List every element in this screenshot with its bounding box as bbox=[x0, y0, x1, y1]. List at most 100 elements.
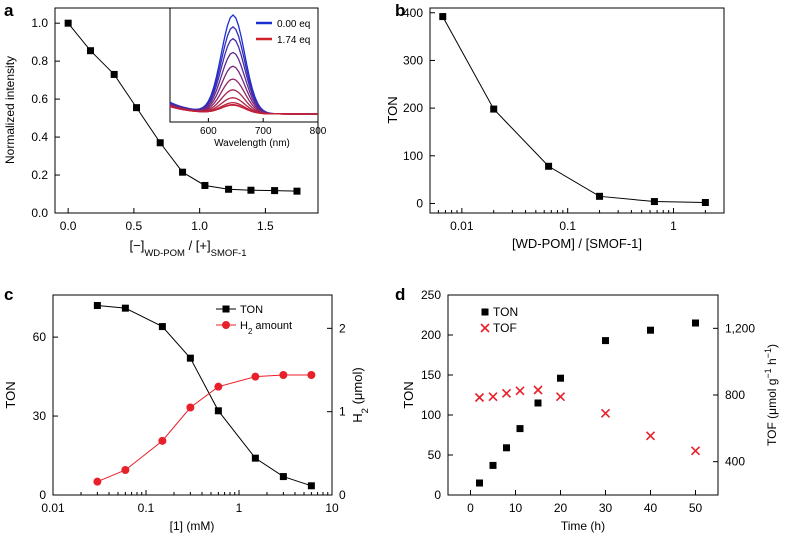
panel-d-data-point bbox=[692, 319, 699, 327]
panel-b-x-tick-label: 0.01 bbox=[450, 219, 474, 233]
panel-c-y-axis-label: TON bbox=[3, 381, 18, 408]
panel-a-data-point bbox=[271, 187, 279, 195]
panel-c-x-tick-label: 0.01 bbox=[41, 501, 65, 515]
inset-legend-label: 1.74 eq bbox=[277, 35, 310, 46]
panel-a-data-point bbox=[247, 186, 255, 194]
panel-d-y-tick-label: 150 bbox=[421, 368, 441, 382]
panel-d-data-point bbox=[516, 425, 524, 433]
panel-c-legend-label: H2 amount bbox=[240, 320, 292, 336]
panel-d-data-point-stroke bbox=[501, 388, 512, 398]
panel-b-x-tick-label: 0.1 bbox=[559, 219, 576, 233]
panel-d-data-point bbox=[533, 385, 543, 395]
panel-c-legend-marker bbox=[222, 305, 230, 313]
panel-b-y-tick-label: 100 bbox=[403, 149, 423, 163]
panel-d-y-tick-label: 0 bbox=[434, 488, 441, 502]
panel-c-data-point bbox=[121, 466, 130, 474]
panel-d-data-point-stroke bbox=[474, 392, 485, 403]
panel-c-data-point bbox=[158, 323, 166, 331]
panel-a-data-point bbox=[225, 185, 233, 193]
panel-c-y-right-tick-label: 2 bbox=[339, 321, 346, 335]
panel-a-data-point bbox=[133, 104, 141, 112]
panel-d-legend-marker bbox=[481, 308, 489, 316]
panel-a-data-point bbox=[87, 47, 95, 55]
panel-d-y-right-axis-label: TOF (μmol g−1 h−1) bbox=[763, 344, 779, 446]
panel-b-y-tick-label: 400 bbox=[403, 6, 423, 20]
panel-c-y-tick-label: 60 bbox=[33, 330, 47, 344]
panel-d-x-tick-label: 40 bbox=[644, 501, 658, 515]
panel-c-y-tick-label: 0 bbox=[39, 488, 46, 502]
panel-d-data-point bbox=[600, 408, 611, 418]
panel-b-y-tick-label: 300 bbox=[403, 53, 423, 67]
panel-a-y-axis-label: Normalized intensity bbox=[3, 56, 17, 164]
panel-a-x-tick-label: 1.5 bbox=[257, 219, 274, 233]
panel-a-y-tick-label: 0.4 bbox=[31, 130, 48, 144]
panel-d-x-tick-label: 50 bbox=[689, 501, 703, 515]
panel-d-data-point bbox=[645, 431, 656, 441]
panel-c-data-point bbox=[214, 382, 223, 391]
panel-d-data-point bbox=[489, 461, 497, 469]
panel-a-data-point bbox=[64, 19, 72, 27]
panel-b-data-point bbox=[439, 13, 447, 21]
panel-d-x-axis-label: Time (h) bbox=[561, 519, 605, 533]
panel-c-data-point bbox=[307, 482, 315, 490]
panel-d-data-point-stroke bbox=[533, 385, 543, 395]
panel-d-data-point bbox=[647, 326, 654, 334]
inset-x-axis-label: Wavelength (nm) bbox=[214, 138, 290, 149]
panel-c-data-point bbox=[214, 407, 222, 415]
inset-spectrum-line bbox=[169, 104, 319, 115]
panel-c-x-tick-label: 1 bbox=[236, 501, 243, 515]
panel-d-data-point bbox=[557, 374, 564, 382]
panel-a-y-tick-label: 0.0 bbox=[31, 206, 48, 220]
panel-c-data-point bbox=[93, 302, 101, 310]
panel-d-y-tick-label: 50 bbox=[428, 448, 442, 462]
panel-d-y-right-tick-label: 1,200 bbox=[725, 321, 755, 335]
panel-c-x-tick-label: 10 bbox=[325, 501, 339, 515]
panel-d-y-right-tick-label: 800 bbox=[725, 388, 745, 402]
panel-d-x-tick-label: 30 bbox=[599, 501, 613, 515]
panel-d-data-point bbox=[501, 388, 512, 398]
panel-c-data-point bbox=[158, 436, 167, 445]
panel-d-data-point bbox=[690, 446, 701, 456]
panel-d-legend-marker bbox=[480, 323, 490, 333]
panel-b-data-point bbox=[490, 105, 498, 113]
panel-c-series-line-0 bbox=[97, 305, 312, 487]
panel-a-y-tick-label: 1.0 bbox=[31, 16, 48, 30]
panel-c-y-right-tick-label: 1 bbox=[339, 405, 346, 419]
panel-d-data-point bbox=[534, 399, 542, 407]
panel-a-x-tick-label: 0.5 bbox=[126, 219, 143, 233]
panel-d-data-point-stroke bbox=[645, 431, 656, 441]
panel-c-data-point bbox=[121, 304, 129, 312]
panel-c-data-point bbox=[186, 354, 194, 362]
panel-d-y-tick-label: 200 bbox=[421, 328, 441, 342]
panel-d-y-tick-label: 100 bbox=[421, 408, 441, 422]
panel-c-series-line-1 bbox=[97, 374, 312, 483]
panel-a-y-tick-label: 0.8 bbox=[31, 54, 48, 68]
panel-b-plot-frame bbox=[429, 7, 725, 214]
panel-a-x-tick-label: 0.0 bbox=[60, 219, 77, 233]
panel-d-label: d bbox=[395, 285, 405, 304]
inset-x-tick-label: 700 bbox=[255, 126, 272, 137]
inset-x-tick-label: 600 bbox=[200, 126, 217, 137]
panel-c-data-point bbox=[251, 372, 260, 381]
panel-d-data-point bbox=[555, 392, 566, 402]
panel-b-x-axis-label: [WD-POM] / [SMOF-1] bbox=[512, 236, 642, 251]
panel-d-data-point-stroke bbox=[488, 392, 498, 402]
panel-a-data-point bbox=[156, 139, 164, 147]
panel-a-data-point bbox=[293, 187, 301, 195]
panel-d-legend-label: TON bbox=[493, 305, 518, 319]
panel-d-data-point bbox=[476, 479, 483, 487]
panel-d-data-point bbox=[515, 386, 525, 396]
panel-d-data-point-stroke bbox=[600, 408, 611, 418]
panel-d-y-tick-label: 250 bbox=[421, 288, 441, 302]
panel-d-x-tick-label: 0 bbox=[467, 501, 474, 515]
panel-b-data-point bbox=[701, 199, 709, 207]
panel-d-data-point-stroke bbox=[555, 392, 566, 402]
panel-d-x-tick-label: 20 bbox=[554, 501, 568, 515]
panel-c-plot-frame bbox=[52, 294, 333, 496]
panel-c-x-axis-label: [1] (mM) bbox=[170, 519, 215, 533]
panel-a-label: a bbox=[4, 1, 14, 20]
panel-c-data-point bbox=[279, 473, 287, 481]
panel-c-y-tick-label: 30 bbox=[33, 409, 47, 423]
panel-d-data-point-stroke bbox=[690, 446, 701, 456]
panel-a-y-tick-label: 0.6 bbox=[31, 92, 48, 106]
